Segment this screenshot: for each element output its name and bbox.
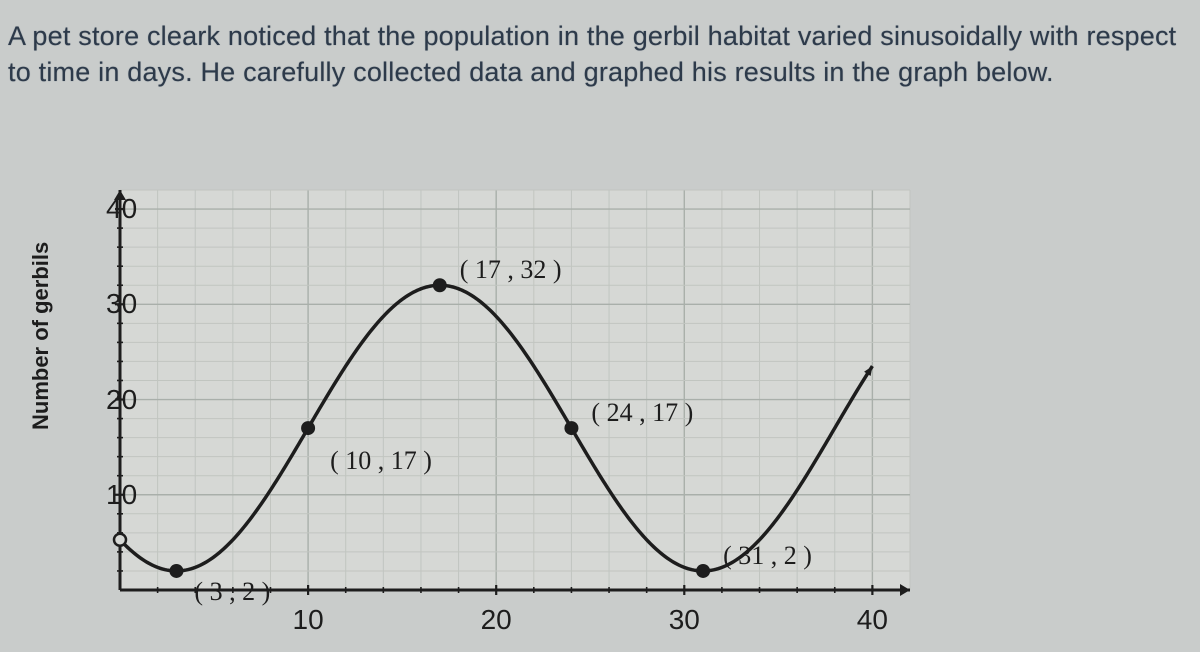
plot-bg (120, 190, 910, 590)
point-label: ( 17 , 32 ) (460, 255, 562, 285)
data-point (433, 278, 447, 292)
point-label: ( 3 , 2 ) (194, 577, 270, 607)
x-tick-label: 10 (293, 604, 324, 636)
open-start-point (114, 534, 126, 546)
page: A pet store cleark noticed that the popu… (0, 0, 1200, 652)
x-tick-label: 30 (669, 604, 700, 636)
data-point (564, 421, 578, 435)
problem-text: A pet store cleark noticed that the popu… (8, 18, 1182, 91)
point-label: ( 31 , 2 ) (723, 541, 812, 571)
chart-plot-area: ( 3 , 2 ) ( 10 , 17 ) ( 17 , 32 ) ( 24 , 17… (90, 170, 930, 630)
point-label: ( 24 , 17 ) (591, 398, 693, 428)
data-point (696, 564, 710, 578)
point-label: ( 10 , 17 ) (330, 446, 432, 476)
y-axis-label: Number of gerbils (28, 242, 54, 430)
x-tick-label: 40 (857, 604, 888, 636)
data-point (301, 421, 315, 435)
x-tick-label: 20 (481, 604, 512, 636)
data-point (169, 564, 183, 578)
chart-figure: Number of gerbils ( 3 , 2 )( 10 , 17 )( … (30, 170, 930, 650)
